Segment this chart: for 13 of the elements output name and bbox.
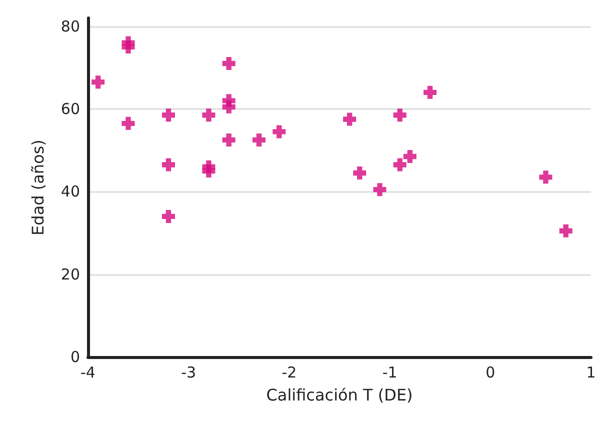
x-tick-label: -4 bbox=[80, 364, 96, 382]
x-tick-label: 0 bbox=[486, 364, 496, 382]
y-tick-label: 80 bbox=[60, 17, 80, 36]
x-tick-label: 1 bbox=[586, 364, 596, 382]
x-axis-title: Calificación T (DE) bbox=[266, 386, 413, 404]
x-tick-label: -2 bbox=[282, 364, 297, 382]
x-tick-label: -1 bbox=[382, 364, 398, 382]
x-tick-label: -3 bbox=[181, 364, 196, 382]
y-axis-title: Edad (años) bbox=[28, 140, 48, 236]
y-tick-label: 40 bbox=[60, 182, 80, 201]
y-tick-label: 60 bbox=[60, 100, 80, 118]
y-tick-label: 0 bbox=[70, 348, 80, 366]
y-tick-label: 20 bbox=[60, 265, 80, 284]
